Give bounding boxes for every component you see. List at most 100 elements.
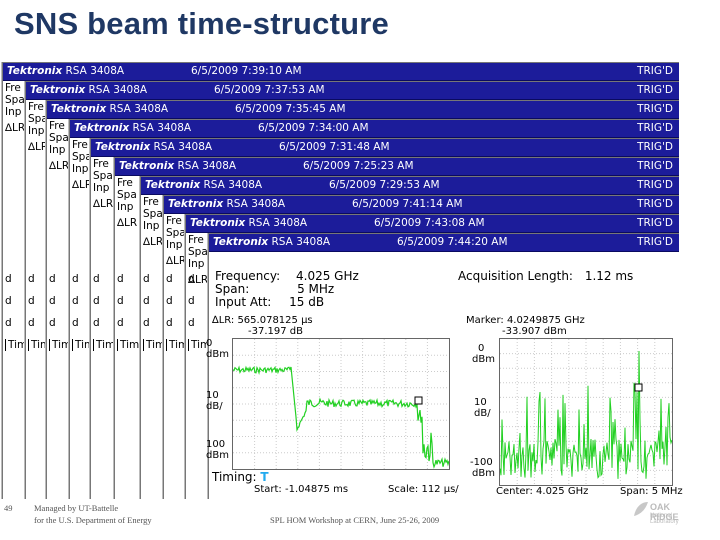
instrument-model: RSA 3408A xyxy=(226,198,286,210)
trigger-status: TRIG'D xyxy=(637,141,673,153)
capture-fragment: Fre Spa Inp ∆LR xyxy=(28,101,48,153)
trigger-status: TRIG'D xyxy=(637,160,673,172)
frag-frequency: Fre xyxy=(93,158,109,170)
frag-d: d xyxy=(49,273,56,285)
instrument-brand: Tektronix xyxy=(213,236,269,248)
frag-d: d xyxy=(93,317,100,329)
capture-date: 6/5/2009 7:29:53 AM xyxy=(329,179,440,191)
frag-span: Spa xyxy=(49,132,69,144)
frag-span: Spa xyxy=(188,246,208,258)
frag-d: d xyxy=(28,273,35,285)
capture-date: 6/5/2009 7:39:10 AM xyxy=(191,65,302,77)
frag-d: d xyxy=(166,295,173,307)
frag-frequency: Fre xyxy=(166,215,182,227)
trigger-status: TRIG'D xyxy=(637,65,673,77)
instrument-model: RSA 3408A xyxy=(177,160,237,172)
marker-value: -33.907 dBm xyxy=(502,326,567,337)
frag-d: d xyxy=(117,273,124,285)
frag-d: d xyxy=(72,295,79,307)
spectrum-trace xyxy=(499,339,673,485)
capture-fragment: Fre Spa Inp ∆LR xyxy=(166,215,186,267)
capture-date: 6/5/2009 7:37:53 AM xyxy=(214,84,325,96)
frag-d: d xyxy=(72,317,79,329)
capture-fragment-lower: d d d Timi xyxy=(49,273,74,351)
time-plot-tick-bottom-unit: dBm xyxy=(206,450,229,461)
span-label: Span: xyxy=(215,282,250,296)
footer-workshop: SPL HOM Workshop at CERN, June 25-26, 20… xyxy=(270,515,440,525)
frag-frequency: Fre xyxy=(49,120,65,132)
time-plot-tick-mid-unit: dB/ xyxy=(206,401,223,412)
scale-label: Scale: 112 µs/ xyxy=(388,484,459,495)
frag-timing: Timi xyxy=(117,339,142,351)
instrument-model: RSA 3408A xyxy=(132,122,192,134)
capture-title-bar: Tektronix RSA 3408A 6/5/2009 7:44:20 AM TR… xyxy=(209,234,679,252)
capture-date: 6/5/2009 7:35:45 AM xyxy=(235,103,346,115)
frag-lr: ∆LR xyxy=(28,141,49,153)
time-plot-tick-top-unit: dBm xyxy=(206,349,229,360)
frag-input: Inp xyxy=(166,239,183,251)
spectrum-tick-mid: 10 xyxy=(474,397,487,408)
trigger-marker-icon: T xyxy=(260,470,269,484)
capture-date: 6/5/2009 7:44:20 AM xyxy=(397,236,508,248)
acq-length-value: 1.12 ms xyxy=(584,269,634,283)
instrument-label: Tektronix RSA 3408A xyxy=(168,198,285,210)
frag-input: Inp xyxy=(143,220,160,232)
frag-d: d xyxy=(117,317,124,329)
input-att-value: 15 dB xyxy=(289,295,325,309)
frag-timing: Timi xyxy=(188,339,213,351)
frag-span: Spa xyxy=(5,94,25,106)
logo-subtext: National Laboratory xyxy=(650,513,679,525)
frag-lr: ∆LR xyxy=(49,160,70,172)
frag-d: d xyxy=(188,317,195,329)
capture-fragment: Fre Spa Inp ∆LR xyxy=(188,234,208,286)
frag-frequency: Fre xyxy=(143,196,159,208)
instrument-brand: Tektronix xyxy=(95,141,151,153)
span-value: 5 MHz xyxy=(297,282,335,296)
frag-d: d xyxy=(49,295,56,307)
frag-input: Inp xyxy=(117,201,134,213)
trigger-status: TRIG'D xyxy=(637,84,673,96)
frag-lr: ∆LR xyxy=(72,179,93,191)
spectrum-trace-line xyxy=(499,350,673,479)
lr-readout: ∆LR: 565.078125 µs xyxy=(212,315,313,326)
frag-span: Spa xyxy=(143,208,163,220)
capture-title-bar: Tektronix RSA 3408A 6/5/2009 7:34:00 AM TR… xyxy=(70,120,679,138)
frag-d: d xyxy=(5,273,12,285)
frag-frequency: Fre xyxy=(188,234,204,246)
frag-lr: ∆LR xyxy=(166,255,187,267)
trigger-status: TRIG'D xyxy=(637,198,673,210)
lr-value: -37.197 dB xyxy=(248,326,303,337)
instrument-label: Tektronix RSA 3408A xyxy=(213,236,330,248)
spectrum-tick-top: 0 xyxy=(478,343,485,354)
capture-title-bar: Tektronix RSA 3408A 6/5/2009 7:31:48 AM TR… xyxy=(91,139,679,157)
instrument-brand: Tektronix xyxy=(190,217,246,229)
instrument-label: Tektronix RSA 3408A xyxy=(51,103,168,115)
timing-label: Timing: xyxy=(212,470,257,484)
page-number: 49 xyxy=(4,503,13,513)
acq-length-label: Acquisition Length: xyxy=(458,269,573,283)
footer-department: for the U.S. Department of Energy xyxy=(34,515,152,525)
spectrum-tick-bottom-unit: dBm xyxy=(472,468,495,479)
span-bottom-label: Span: 5 MHz xyxy=(620,486,683,497)
frag-input: Inp xyxy=(93,182,110,194)
frag-frequency: Fre xyxy=(28,101,44,113)
frag-frequency: Fre xyxy=(117,177,133,189)
instrument-label: Tektronix RSA 3408A xyxy=(190,217,307,229)
frag-span: Spa xyxy=(28,113,48,125)
frag-frequency: Fre xyxy=(72,139,88,151)
logo-text: OAK RIDGE xyxy=(650,502,679,522)
frag-d: d xyxy=(93,295,100,307)
frag-d: d xyxy=(143,295,150,307)
frag-d: d xyxy=(166,317,173,329)
slide-title: SNS beam time-structure xyxy=(14,6,389,41)
frag-span: Spa xyxy=(117,189,137,201)
trigger-status: TRIG'D xyxy=(637,217,673,229)
instrument-label: Tektronix RSA 3408A xyxy=(74,122,191,134)
capture-fragment-lower: d d d Timi xyxy=(5,273,30,351)
capture-title-bar: Tektronix RSA 3408A 6/5/2009 7:35:45 AM TR… xyxy=(47,101,679,119)
instrument-brand: Tektronix xyxy=(30,84,86,96)
instrument-label: Tektronix RSA 3408A xyxy=(145,179,262,191)
frag-lr: ∆LR xyxy=(188,274,209,286)
instrument-model: RSA 3408A xyxy=(153,141,213,153)
capture-title-bar: Tektronix RSA 3408A 6/5/2009 7:25:23 AM TR… xyxy=(115,158,679,176)
